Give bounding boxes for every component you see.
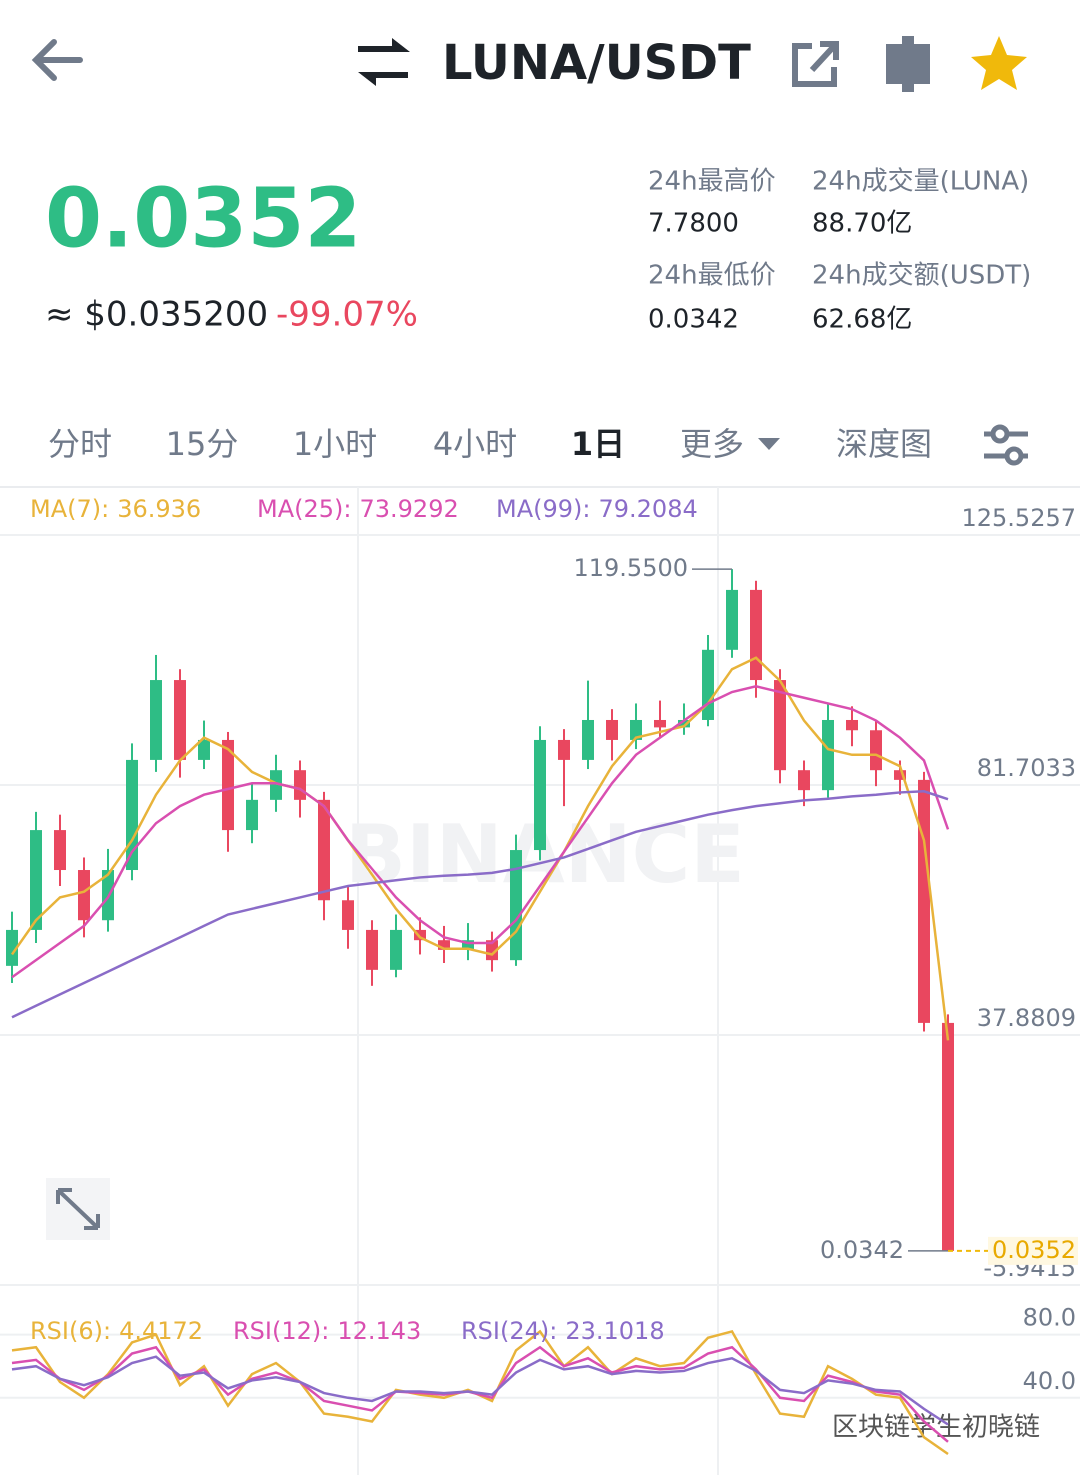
candle-body <box>486 940 498 961</box>
tab[interactable]: 4小时 <box>433 425 517 463</box>
y-tick-label: 37.8809 <box>977 1004 1076 1032</box>
tab[interactable]: 1日 <box>571 425 625 463</box>
indicator-line <box>11 1345 949 1443</box>
stat-label: 24h最低价 <box>648 261 776 291</box>
pair-title: LUNA/USDT <box>442 35 751 91</box>
candle-body <box>678 719 690 728</box>
last-price-label: 0.0352 <box>992 1236 1076 1264</box>
legend-value: 73.9292 <box>359 495 458 523</box>
candle-body <box>6 929 18 966</box>
favorite-star[interactable] <box>971 36 1027 90</box>
settings-icon[interactable] <box>984 424 1028 466</box>
layout-icon[interactable] <box>886 36 930 92</box>
y-tick-label: 81.7033 <box>977 754 1076 782</box>
candle-body <box>942 1022 954 1251</box>
usd-price: ≈ $0.035200 <box>45 295 268 335</box>
indicator-line <box>10 656 950 1041</box>
candle-body <box>342 900 354 930</box>
legend-value: 4.4172 <box>119 1317 203 1345</box>
expand-button[interactable] <box>46 1178 110 1240</box>
stat-value: 88.70亿 <box>812 209 912 239</box>
candle-body <box>582 719 594 760</box>
candle-body <box>222 739 234 831</box>
candle-body <box>774 680 786 771</box>
candle-body <box>822 719 834 791</box>
legend-name: RSI(12): <box>233 1317 329 1345</box>
candle-body <box>534 739 546 851</box>
y-tick-label: 125.5257 <box>961 504 1076 532</box>
low-label: 0.0342 <box>820 1236 904 1264</box>
tab[interactable]: 分时 <box>48 425 112 463</box>
stat-value: 62.68亿 <box>812 305 912 335</box>
legend-name: MA(99): <box>496 495 590 523</box>
swap-icon[interactable] <box>358 38 410 86</box>
candle-body <box>54 830 66 871</box>
candle-body <box>414 929 426 941</box>
candle-body <box>870 730 882 771</box>
candle-body <box>30 830 42 930</box>
candle-body <box>726 589 738 650</box>
candle-body <box>150 680 162 760</box>
candle-body <box>918 779 930 1023</box>
stat-label: 24h最高价 <box>648 167 776 197</box>
legend-value: 23.1018 <box>565 1317 664 1345</box>
candle-body <box>654 719 666 728</box>
legend-name: MA(25): <box>257 495 351 523</box>
indicator-line <box>11 685 950 979</box>
tab[interactable]: 更多 <box>680 425 744 463</box>
candle-body <box>366 929 378 970</box>
legend-name: RSI(24): <box>461 1317 557 1345</box>
candle-body <box>630 719 642 740</box>
candle-body <box>246 799 258 831</box>
stat-value: 7.7800 <box>648 209 739 239</box>
legend-value: 12.143 <box>337 1317 421 1345</box>
candle-body <box>894 770 906 780</box>
y-tick-label: 80.0 <box>1023 1304 1076 1332</box>
indicator-line <box>11 1355 949 1426</box>
last-price: 0.0352 <box>45 171 361 266</box>
legend-value: 79.2084 <box>598 495 697 523</box>
last-price-box <box>988 1236 1078 1265</box>
candle-body <box>78 870 90 921</box>
legend-name: MA(7): <box>30 495 109 523</box>
indicator-line <box>11 790 949 1019</box>
high-label: 119.5500 <box>573 554 688 582</box>
candle-body <box>798 770 810 791</box>
legend-value: 36.936 <box>117 495 201 523</box>
candle-body <box>510 850 522 961</box>
candle-body <box>270 770 282 800</box>
candle-body <box>390 929 402 970</box>
stat-value: 0.0342 <box>648 305 739 335</box>
back-button[interactable] <box>31 39 83 81</box>
candle-body <box>606 719 618 740</box>
tab[interactable]: 深度图 <box>836 425 932 463</box>
candle-body <box>462 940 474 950</box>
tab[interactable]: 15分 <box>166 425 239 463</box>
tab[interactable]: 1小时 <box>293 425 377 463</box>
candle-body <box>198 739 210 760</box>
share-icon[interactable] <box>792 41 839 87</box>
candle-body <box>438 940 450 950</box>
candle-body <box>294 770 306 800</box>
stat-label: 24h成交量(LUNA) <box>812 167 1029 197</box>
dropdown-arrow <box>758 438 780 450</box>
candle-body <box>558 739 570 760</box>
y-tick-label: 40.0 <box>1023 1367 1076 1395</box>
price-change: -99.07% <box>276 295 418 335</box>
candle-body <box>750 589 762 681</box>
candle-body <box>702 649 714 720</box>
legend-name: RSI(6): <box>30 1317 111 1345</box>
candle-body <box>174 680 186 760</box>
candle-body <box>318 799 330 901</box>
stat-label: 24h成交额(USDT) <box>812 261 1031 291</box>
candle-body <box>846 719 858 731</box>
